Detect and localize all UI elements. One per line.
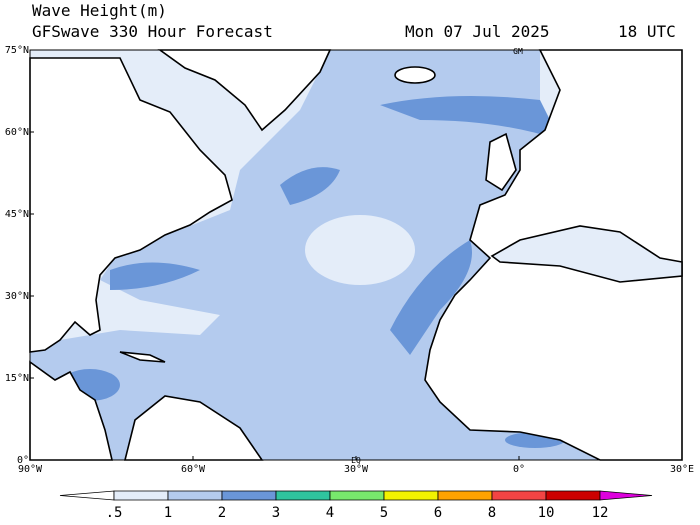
cuba — [119, 351, 166, 363]
high-wave-area — [280, 167, 340, 205]
high-wave-area — [380, 96, 560, 140]
colorbar-segment — [113, 490, 169, 501]
great-britain — [485, 132, 517, 192]
high-wave-area — [110, 262, 200, 290]
lat-label: 75°N — [5, 45, 29, 56]
lon-label: 90°W — [18, 464, 43, 475]
low-wave-area — [305, 215, 415, 285]
colorbar-label: 1 — [164, 505, 172, 521]
equator-label: EQ — [351, 456, 361, 465]
meridian-label: GM — [513, 47, 523, 56]
title: Wave Height(m) — [32, 1, 167, 20]
colorbar-segment — [491, 490, 547, 501]
date: Mon 07 Jul 2025 — [405, 22, 550, 41]
greenland — [157, 49, 332, 132]
time: 18 UTC — [618, 22, 676, 41]
lon-label: 60°W — [181, 464, 206, 475]
colorbar-label: 10 — [538, 505, 555, 521]
colorbar-segment — [221, 490, 277, 501]
lon-label: 30°W — [344, 464, 369, 475]
colorbar-label: 5 — [380, 505, 388, 521]
lat-label: 15°N — [5, 373, 29, 384]
lat-label: 0° — [17, 455, 29, 466]
colorbar-segment — [275, 490, 331, 501]
colorbar-label: 4 — [326, 505, 334, 521]
colorbar-segment — [383, 490, 439, 501]
lat-label: 30°N — [5, 291, 29, 302]
colorbar-segment — [167, 490, 223, 501]
colorbar-segment — [437, 490, 493, 501]
lat-label: 45°N — [5, 209, 29, 220]
colorbar-label: 3 — [272, 505, 280, 521]
lon-label: 30°E — [670, 464, 694, 475]
colorbar-label: .5 — [106, 505, 123, 521]
colorbar-segment — [545, 490, 601, 501]
lat-label: 60°N — [5, 127, 29, 138]
colorbar-label: 8 — [488, 505, 496, 521]
iceland — [394, 66, 436, 84]
colorbar-segment — [329, 490, 385, 501]
colorbar: .5 1 2 3 4 5 6 8 10 12 — [59, 490, 653, 521]
north-america — [29, 57, 233, 353]
subtitle: GFSwave 330 Hour Forecast — [32, 22, 273, 41]
map — [29, 49, 683, 461]
colorbar-segment — [59, 490, 115, 501]
high-wave-area — [390, 240, 472, 355]
colorbar-label: 6 — [434, 505, 442, 521]
colorbar-label: 2 — [218, 505, 226, 521]
lon-label: 0° — [513, 464, 525, 475]
colorbar-segment — [599, 490, 653, 501]
colorbar-label: 12 — [592, 505, 609, 521]
